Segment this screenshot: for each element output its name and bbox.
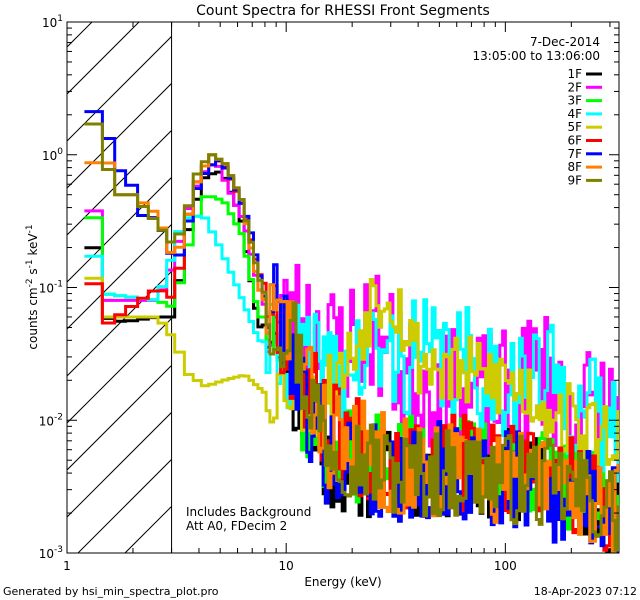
x-tick-label-10: 10 (279, 559, 294, 573)
y-tick-label-1e-2: 10-2 (39, 412, 63, 428)
footer-timestamp: 18-Apr-2023 07:12 (534, 585, 637, 598)
legend-time-range: 13:05:00 to 13:06:00 (473, 49, 600, 63)
series-5F (84, 276, 619, 466)
y-tick-label-1e1: 101 (42, 14, 63, 30)
y-tick-label-1e-1: 10-1 (39, 280, 63, 296)
series-8F (84, 153, 619, 553)
annotation-attenuator: Att A0, FDecim 2 (186, 519, 287, 533)
annotation-background: Includes Background (186, 505, 311, 519)
x-tick-label-100: 100 (494, 559, 517, 573)
legend-label-2F: 2F (567, 80, 582, 94)
y-tick-label-1e-3: 10-3 (39, 545, 63, 561)
x-axis-label: Energy (keV) (304, 575, 381, 589)
legend-label-3F: 3F (567, 94, 582, 108)
legend-label-9F: 9F (567, 173, 582, 187)
series-9F (84, 122, 619, 552)
axis-ticks (66, 21, 619, 554)
y-axis-label: counts cm-2 s-1 keV-1 (25, 224, 40, 349)
legend-date: 7-Dec-2014 (530, 35, 600, 49)
legend-label-6F: 6F (567, 134, 582, 148)
y-tick-label-1e0: 100 (42, 147, 63, 163)
legend-label-4F: 4F (567, 107, 582, 121)
series-layer (84, 110, 619, 553)
legend-label-7F: 7F (567, 147, 582, 161)
x-tick-label-1: 1 (63, 559, 71, 573)
legend-label-5F: 5F (567, 120, 582, 134)
legend-label-1F: 1F (567, 67, 582, 81)
legend-label-8F: 8F (567, 160, 582, 174)
footer-generated-by: Generated by hsi_min_spectra_plot.pro (3, 585, 219, 598)
chart-title: Count Spectra for RHESSI Front Segments (196, 3, 490, 19)
